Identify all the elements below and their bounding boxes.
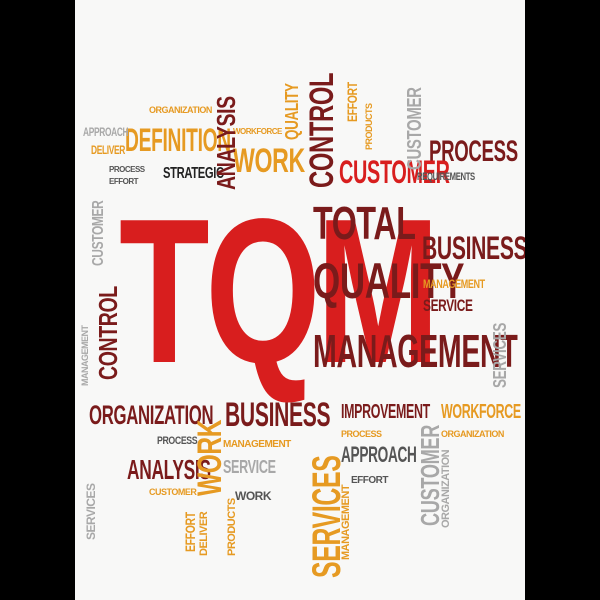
- word-effort-mid: EFFORT: [351, 475, 389, 486]
- word-products-top: PRODUCTS: [364, 103, 374, 150]
- word-organization-right-vert: ORGANIZATION: [440, 449, 452, 528]
- word-process-small: PROCESS: [109, 165, 145, 174]
- word-customer-small: CUSTOMER: [149, 487, 197, 497]
- word-management-vert-bottom: MANAGEMENT: [340, 484, 352, 560]
- tqm-word-cloud: TQM TOTAL QUALITY MANAGEMENT BUSINESS MA…: [75, 0, 525, 600]
- word-analysis-bottom: ANALYSIS: [127, 454, 211, 485]
- word-work-top: WORK: [233, 142, 305, 180]
- word-strategic: STRATEGIC: [163, 165, 224, 182]
- word-service-bottom: SERVICE: [223, 457, 276, 477]
- word-management: MANAGEMENT: [313, 325, 518, 377]
- word-quality-vert: QUALITY: [282, 83, 302, 140]
- word-deliver-top: DELIVER: [91, 143, 125, 157]
- word-process-bottom2: PROCESS: [341, 429, 382, 439]
- word-services-left: SERVICES: [84, 483, 98, 540]
- word-total: TOTAL: [313, 197, 416, 249]
- word-workforce-bottom: WORKFORCE: [441, 401, 521, 423]
- word-effort-bottom: EFFORT: [182, 512, 198, 552]
- word-organization-bottom: ORGANIZATION: [89, 400, 214, 430]
- word-business-bottom: BUSINESS: [225, 396, 331, 434]
- word-organization-top: ORGANIZATION: [149, 105, 212, 115]
- word-service-right: SERVICE: [423, 296, 473, 315]
- word-workforce-small: WORKFORCE: [233, 127, 282, 136]
- word-control-top: CONTROL: [303, 72, 341, 188]
- word-business-top: BUSINESS: [422, 230, 525, 266]
- tqm-title: TQM: [119, 176, 440, 406]
- word-approach-top: APPROACH: [83, 125, 129, 139]
- word-definition: DEFINITION: [125, 122, 231, 158]
- word-customer-right-vert: CUSTOMER: [404, 87, 426, 170]
- word-process-mid: PROCESS: [157, 435, 198, 447]
- word-approach-mid: APPROACH: [341, 442, 417, 467]
- word-services-right: SERVICES: [490, 322, 510, 388]
- word-management-bottom-small: MANAGEMENT: [223, 439, 291, 450]
- word-process-top: PROCESS: [429, 135, 518, 168]
- word-management-left: MANAGEMENT: [80, 325, 90, 387]
- word-quality: QUALITY: [313, 253, 465, 309]
- word-deliver-bottom: DELIVER: [198, 511, 210, 556]
- word-requirements: REQUIREMENTS: [417, 171, 475, 183]
- word-customer-top: CUSTOMER: [339, 154, 450, 190]
- word-improvement: IMPROVEMENT: [341, 401, 430, 423]
- word-work-small: WORK: [235, 489, 272, 503]
- word-products-bottom: PRODUCTS: [226, 498, 238, 556]
- word-effort-small: EFFORT: [109, 177, 139, 186]
- word-work-bottom: WORK: [191, 419, 229, 496]
- word-control-left: CONTROL: [93, 286, 123, 380]
- word-organization-right: ORGANIZATION: [441, 429, 504, 439]
- word-effort-top: EFFORT: [344, 82, 360, 122]
- word-customer-left: CUSTOMER: [90, 200, 107, 266]
- word-analysis-top: ANALYSIS: [211, 96, 241, 190]
- word-management-small: MANAGEMENT: [423, 277, 485, 291]
